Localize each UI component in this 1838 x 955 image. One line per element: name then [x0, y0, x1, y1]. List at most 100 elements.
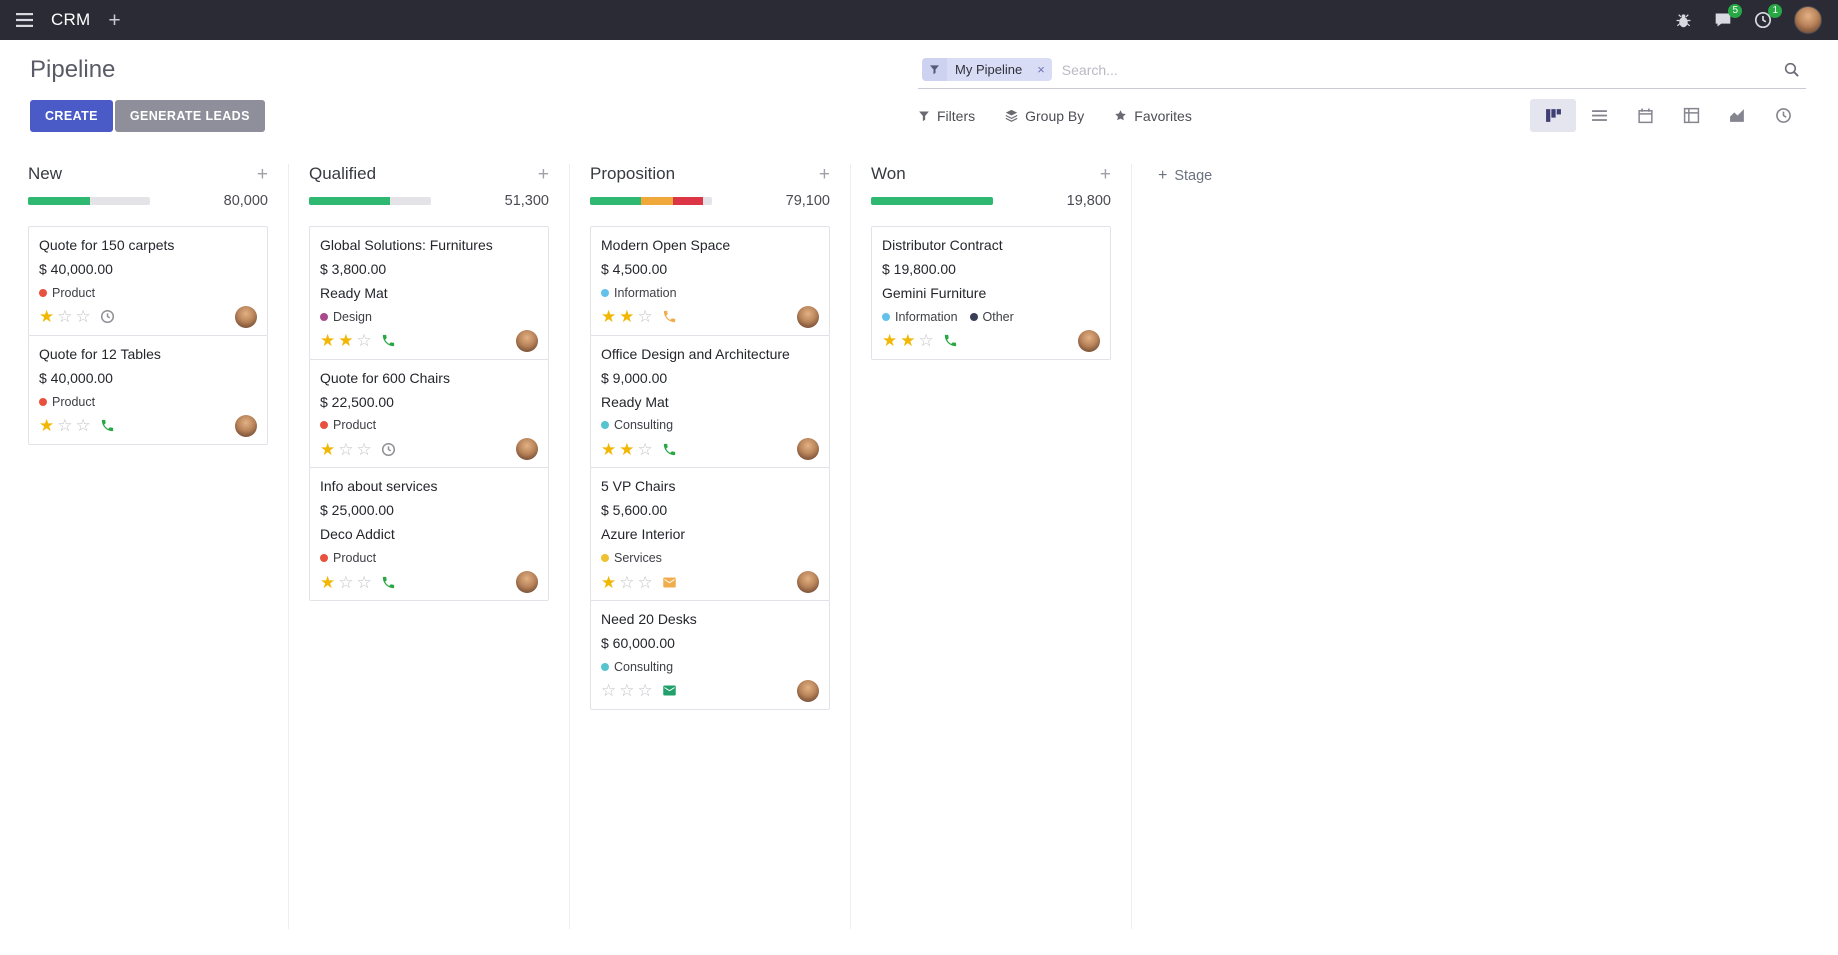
avatar[interactable]	[516, 571, 538, 594]
tag-information: Information	[882, 310, 958, 324]
avatar[interactable]	[235, 414, 257, 437]
progress-segment[interactable]	[871, 197, 993, 205]
kanban-card[interactable]: Modern Open Space $ 4,500.00 Information…	[590, 226, 830, 336]
envelope-icon[interactable]	[662, 683, 677, 698]
phone-icon[interactable]	[381, 575, 396, 590]
avatar[interactable]	[235, 305, 257, 328]
kanban-card[interactable]: Global Solutions: Furnitures $ 3,800.00 …	[309, 226, 549, 360]
avatar[interactable]	[516, 438, 538, 461]
avatar[interactable]	[797, 571, 819, 594]
column-progressbar[interactable]	[309, 197, 431, 205]
priority-star-icon[interactable]: ★	[900, 331, 916, 351]
activities-icon[interactable]: 1	[1754, 4, 1782, 29]
kanban-card[interactable]: Office Design and Architecture $ 9,000.0…	[590, 334, 830, 469]
debug-bug-icon[interactable]	[1675, 12, 1692, 29]
priority-star-icon[interactable]: ★	[601, 439, 617, 459]
priority-star-icon[interactable]: ★	[320, 439, 336, 459]
avatar[interactable]	[797, 305, 819, 328]
priority-star-icon[interactable]: ☆	[601, 681, 617, 701]
switcher-calendar[interactable]	[1622, 99, 1668, 132]
messages-icon[interactable]: 5	[1714, 4, 1742, 29]
switcher-kanban[interactable]	[1530, 99, 1576, 132]
column-progressbar[interactable]	[871, 197, 993, 205]
priority-star-icon[interactable]: ★	[882, 331, 898, 351]
phone-icon[interactable]	[381, 333, 396, 348]
favorites-menu[interactable]: Favorites	[1114, 108, 1192, 124]
kanban-card[interactable]: Distributor Contract $ 19,800.00 Gemini …	[871, 226, 1111, 360]
priority-star-icon[interactable]: ★	[601, 572, 617, 592]
avatar[interactable]	[516, 329, 538, 352]
priority-star-icon[interactable]: ★	[601, 307, 617, 327]
priority-star-icon[interactable]: ★	[338, 331, 354, 351]
priority-star-icon[interactable]: ☆	[338, 572, 354, 592]
add-record-icon[interactable]: +	[537, 163, 549, 185]
priority-star-icon[interactable]: ☆	[637, 681, 653, 701]
add-record-icon[interactable]: +	[1099, 163, 1111, 185]
search-icon[interactable]	[1783, 61, 1800, 78]
phone-icon[interactable]	[943, 333, 958, 348]
filters-menu[interactable]: Filters	[918, 108, 975, 124]
switcher-activity[interactable]	[1760, 99, 1806, 132]
phone-icon[interactable]	[662, 309, 677, 324]
priority-star-icon[interactable]: ☆	[356, 439, 372, 459]
search-facet[interactable]: My Pipeline ×	[922, 58, 1052, 81]
card-tags: Product	[39, 286, 257, 300]
clock-icon[interactable]	[381, 442, 396, 457]
priority-star-icon[interactable]: ☆	[918, 331, 934, 351]
kanban-card[interactable]: Need 20 Desks $ 60,000.00 Consulting ☆ ☆ ☆	[590, 600, 830, 710]
search-input[interactable]	[1059, 60, 1775, 79]
priority-star-icon[interactable]: ★	[320, 331, 336, 351]
priority-star-icon[interactable]: ☆	[356, 572, 372, 592]
generate-leads-button[interactable]: GENERATE LEADS	[114, 100, 265, 132]
avatar[interactable]	[797, 679, 819, 702]
priority-star-icon[interactable]: ☆	[637, 572, 653, 592]
priority-star-icon[interactable]: ☆	[356, 331, 372, 351]
priority-star-icon[interactable]: ☆	[57, 307, 73, 327]
column-progressbar[interactable]	[28, 197, 150, 205]
priority-star-icon[interactable]: ★	[619, 439, 635, 459]
apps-menu-icon[interactable]	[16, 13, 33, 27]
switcher-list[interactable]	[1576, 99, 1622, 132]
avatar[interactable]	[797, 438, 819, 461]
kanban-card[interactable]: Quote for 12 Tables $ 40,000.00 Product …	[28, 334, 268, 445]
priority-star-icon[interactable]: ☆	[619, 572, 635, 592]
priority-star-icon[interactable]: ☆	[338, 439, 354, 459]
app-name[interactable]: CRM	[51, 10, 91, 29]
progress-segment[interactable]	[309, 197, 390, 205]
avatar[interactable]	[1078, 329, 1100, 352]
phone-icon[interactable]	[100, 418, 115, 433]
progress-segment[interactable]	[590, 197, 642, 205]
priority-star-icon[interactable]: ☆	[619, 681, 635, 701]
kanban-card[interactable]: Quote for 600 Chairs $ 22,500.00 Product…	[309, 358, 549, 469]
progress-segment[interactable]	[672, 197, 704, 205]
priority-star-icon[interactable]: ★	[39, 416, 55, 436]
facet-remove-icon[interactable]: ×	[1037, 62, 1045, 77]
priority-star-icon[interactable]: ☆	[57, 416, 73, 436]
quick-add-icon[interactable]: +	[108, 8, 121, 32]
kanban-card[interactable]: Quote for 150 carpets $ 40,000.00 Produc…	[28, 226, 268, 336]
switcher-graph[interactable]	[1714, 99, 1760, 132]
envelope-icon[interactable]	[662, 575, 677, 590]
priority-star-icon[interactable]: ☆	[637, 439, 653, 459]
progress-segment[interactable]	[641, 197, 673, 205]
priority-star-icon[interactable]: ☆	[75, 307, 91, 327]
kanban-card[interactable]: 5 VP Chairs $ 5,600.00 Azure Interior Se…	[590, 467, 830, 602]
group-by-menu[interactable]: Group By	[1005, 108, 1084, 124]
priority-star-icon[interactable]: ☆	[75, 416, 91, 436]
add-stage-button[interactable]: + Stage	[1158, 167, 1212, 185]
priority-star-icon[interactable]: ★	[619, 307, 635, 327]
priority-star-icon[interactable]: ★	[320, 572, 336, 592]
column-progressbar[interactable]	[590, 197, 712, 205]
search-bar[interactable]: My Pipeline ×	[918, 56, 1806, 89]
priority-star-icon[interactable]: ☆	[637, 307, 653, 327]
priority-star-icon[interactable]: ★	[39, 307, 55, 327]
switcher-pivot[interactable]	[1668, 99, 1714, 132]
kanban-card[interactable]: Info about services $ 25,000.00 Deco Add…	[309, 467, 549, 602]
add-record-icon[interactable]: +	[256, 163, 268, 185]
progress-segment[interactable]	[28, 197, 91, 205]
clock-icon[interactable]	[100, 309, 115, 324]
user-avatar[interactable]	[1794, 6, 1822, 34]
add-record-icon[interactable]: +	[818, 163, 830, 185]
create-button[interactable]: CREATE	[30, 100, 113, 132]
phone-icon[interactable]	[662, 442, 677, 457]
